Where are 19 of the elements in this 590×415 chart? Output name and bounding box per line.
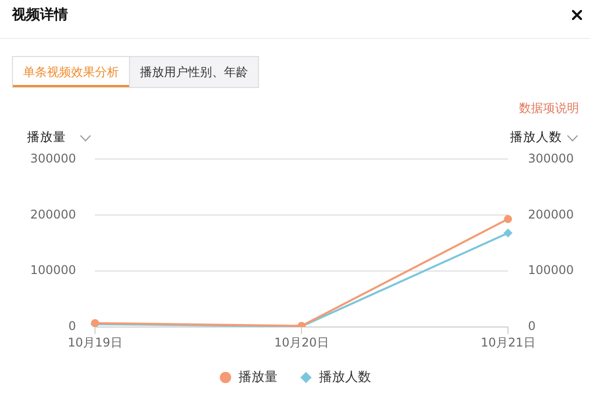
x-tick-label: 10月21日 [480, 335, 536, 350]
y-axis-title: 播放量 [27, 129, 66, 145]
point [504, 215, 512, 224]
y2-tick-label: 100000 [528, 263, 574, 278]
x-tick-label: 10月20日 [274, 335, 329, 350]
text: 数据项说明 [519, 100, 579, 116]
legend-label: 播放人数 [319, 370, 371, 385]
y-tick-label: 300000 [30, 151, 76, 166]
y2-tick-label: 200000 [528, 207, 574, 222]
y-tick-label: 200000 [30, 207, 76, 222]
chart-title: 视频详情 [12, 6, 68, 24]
y2-axis-title: 播放人数 [510, 129, 562, 145]
x-tick-label: 10月19日 [68, 335, 122, 350]
y-tick-label: 100000 [30, 263, 76, 278]
legend-label: 播放量 [238, 370, 278, 385]
tab: 播放用户性别、年龄 [129, 57, 258, 87]
y2-tick-label: 300000 [528, 151, 574, 166]
y2-tick-label: 0 [528, 319, 536, 334]
y-tick-label: 0 [68, 319, 76, 334]
